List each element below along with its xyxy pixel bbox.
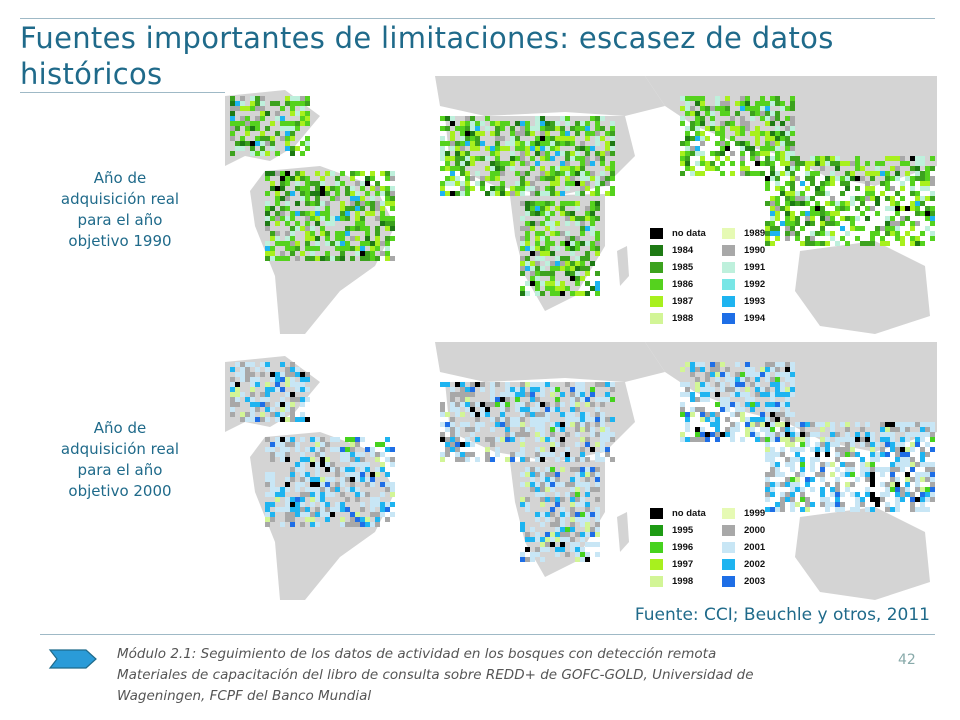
legend-swatch [722, 245, 735, 256]
map-1990 [225, 76, 937, 334]
legend-swatch [722, 228, 735, 239]
legend-2000: no data 1995 1996 1997 1998 1999 2000 2001 2002 2… [650, 508, 775, 598]
legend-label: 2003 [744, 576, 766, 588]
legend-swatch [650, 279, 663, 290]
legend-item: no data [650, 228, 706, 240]
legend-swatch [722, 313, 735, 324]
legend-swatch [650, 542, 663, 553]
legend-swatch [650, 245, 663, 256]
legend-label: 1990 [744, 245, 766, 257]
legend-item: 1995 [650, 525, 693, 537]
legend-item: 1987 [650, 296, 693, 308]
map-1990-svg [225, 76, 937, 334]
legend-swatch [650, 296, 663, 307]
legend-item: 1993 [722, 296, 765, 308]
legend-label: 1991 [744, 262, 766, 274]
legend-swatch [650, 262, 663, 273]
legend-swatch [650, 525, 663, 536]
footer-text: Módulo 2.1: Seguimiento de los datos de … [117, 644, 837, 707]
legend-item: 1998 [650, 576, 693, 588]
page-number: 42 [898, 652, 916, 668]
legend-item: 2001 [722, 542, 765, 554]
legend-item: 1986 [650, 279, 693, 291]
legend-swatch [722, 542, 735, 553]
legend-label: 1989 [744, 228, 766, 240]
legend-swatch [722, 296, 735, 307]
legend-item: 1990 [722, 245, 765, 257]
legend-item: no data [650, 508, 706, 520]
legend-item: 2000 [722, 525, 765, 537]
footer-credits-line: Materiales de capacitación del libro de … [117, 667, 754, 704]
legend-label: 2002 [744, 559, 766, 571]
legend-swatch [722, 279, 735, 290]
chevron-arrow-icon [48, 649, 97, 669]
footer-module-line: Módulo 2.1: Seguimiento de los datos de … [117, 646, 717, 662]
legend-swatch [650, 508, 663, 519]
legend-label: 1986 [672, 279, 694, 291]
legend-swatch [650, 228, 663, 239]
legend-label: 1999 [744, 508, 766, 520]
legend-label: 1993 [744, 296, 766, 308]
map-1990-pixels [230, 96, 935, 296]
legend-label: no data [672, 508, 706, 520]
legend-item: 1992 [722, 279, 765, 291]
legend-label: 1995 [672, 525, 694, 537]
map-2000-svg [225, 342, 937, 600]
legend-label: 1988 [672, 313, 694, 325]
legend-swatch [650, 576, 663, 587]
legend-item: 1994 [722, 313, 765, 325]
map-2000-pixels [230, 362, 935, 562]
legend-swatch [722, 525, 735, 536]
source-citation: Fuente: CCI; Beuchle y otros, 2011 [634, 605, 930, 625]
legend-item: 1989 [722, 228, 765, 240]
legend-swatch [650, 559, 663, 570]
legend-label: 1985 [672, 262, 694, 274]
label-target-1990: Año de adquisición real para el año obje… [60, 169, 180, 250]
legend-item: 1988 [650, 313, 693, 325]
legend-swatch [722, 576, 735, 587]
legend-swatch [650, 313, 663, 324]
legend-item: 1985 [650, 262, 693, 274]
label-target-2000: Año de adquisición real para el año obje… [60, 419, 180, 500]
legend-item: 2002 [722, 559, 765, 571]
legend-item: 1991 [722, 262, 765, 274]
legend-label: 1992 [744, 279, 766, 291]
legend-item: 1996 [650, 542, 693, 554]
footer-rule [40, 634, 935, 635]
legend-label: 1984 [672, 245, 694, 257]
legend-1990: no data 1984 1985 1986 1987 1988 1989 1990 1991 1… [650, 228, 775, 328]
legend-item: 1999 [722, 508, 765, 520]
legend-label: 2000 [744, 525, 766, 537]
legend-item: 1984 [650, 245, 693, 257]
legend-item: 1997 [650, 559, 693, 571]
legend-swatch [722, 559, 735, 570]
top-rule [20, 18, 935, 19]
legend-label: 1997 [672, 559, 694, 571]
legend-label: 1996 [672, 542, 694, 554]
map-2000 [225, 342, 937, 600]
slide-title: Fuentes importantes de limitaciones: esc… [20, 21, 834, 91]
legend-label: 1998 [672, 576, 694, 588]
legend-swatch [722, 508, 735, 519]
legend-swatch [722, 262, 735, 273]
legend-item: 2003 [722, 576, 765, 588]
legend-label: 1987 [672, 296, 694, 308]
legend-label: 2001 [744, 542, 766, 554]
legend-label: 1994 [744, 313, 766, 325]
legend-label: no data [672, 228, 706, 240]
